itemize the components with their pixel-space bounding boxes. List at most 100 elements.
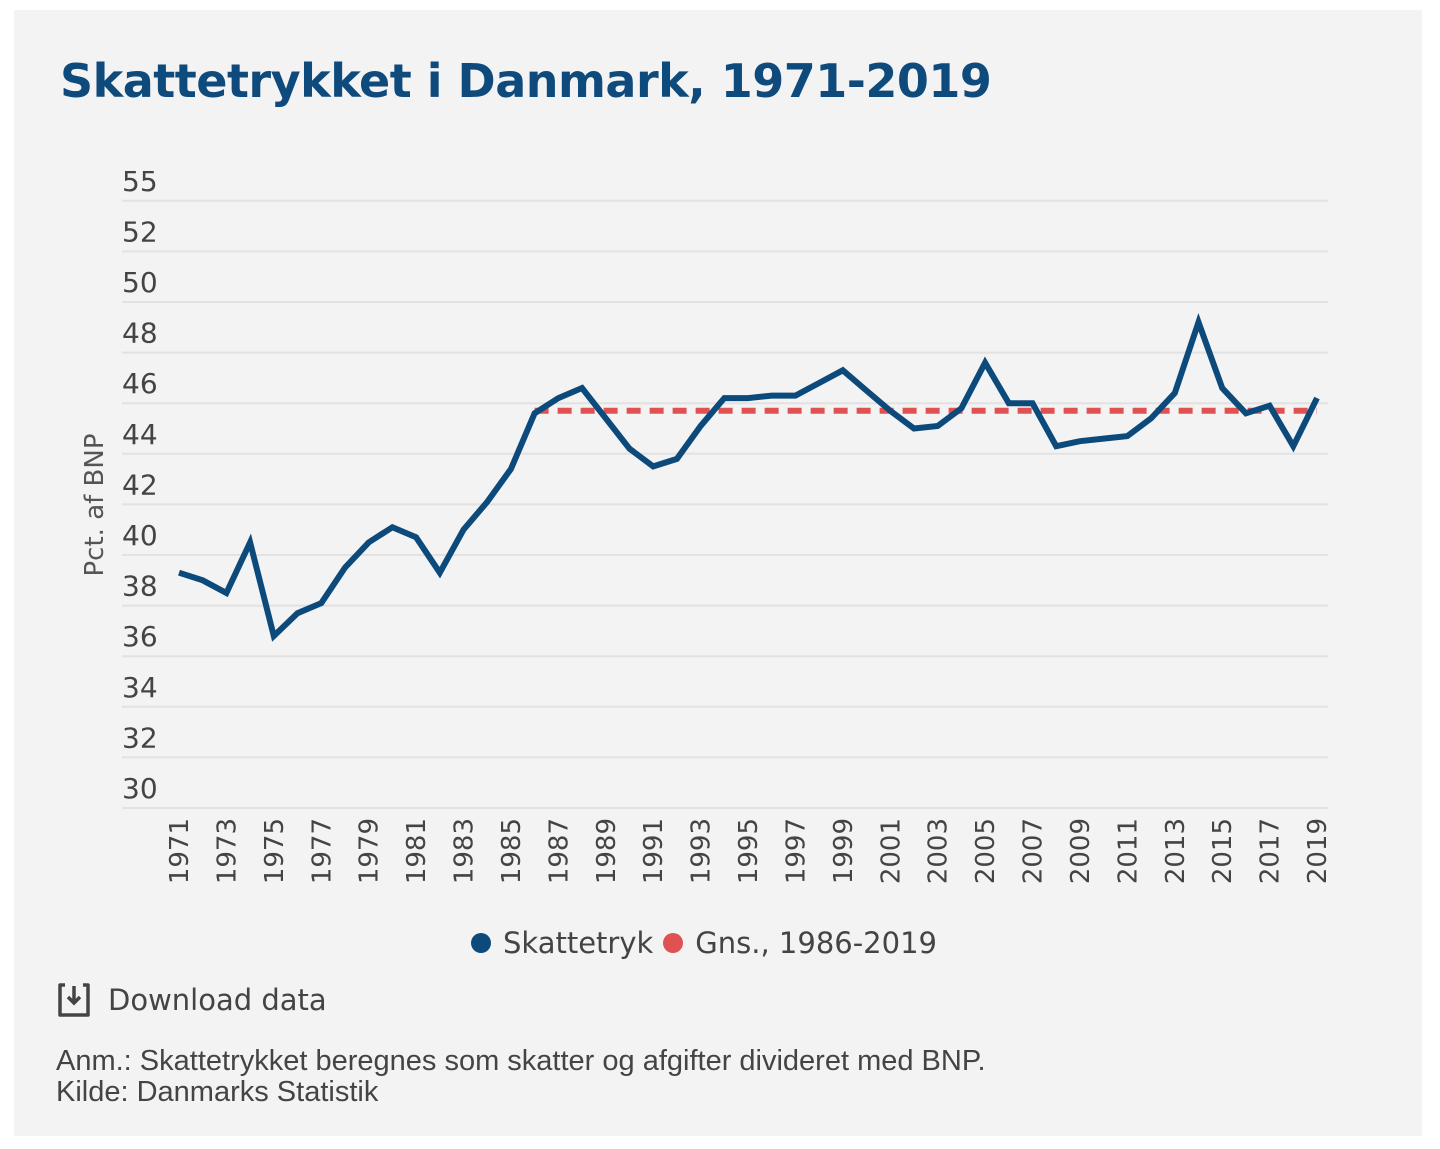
data-point[interactable] [1240, 407, 1252, 419]
legend-dot-average-icon [663, 933, 684, 953]
legend-label: Skattetryk [503, 926, 654, 960]
y-tick-label: 38 [122, 570, 158, 603]
data-point[interactable] [552, 392, 564, 404]
y-tick-label: 50 [122, 266, 158, 299]
data-point[interactable] [1216, 382, 1228, 394]
x-tick-label: 2005 [971, 818, 1001, 884]
data-point[interactable] [623, 443, 635, 455]
y-tick-label: 52 [122, 215, 158, 248]
data-point[interactable] [576, 382, 588, 394]
series-layer [173, 313, 1323, 642]
x-tick-label: 1987 [544, 818, 574, 884]
data-point[interactable] [268, 630, 280, 642]
x-tick-label: 1989 [592, 818, 622, 884]
y-tick-label: 46 [122, 367, 158, 400]
y-tick-label: 48 [122, 317, 158, 350]
data-point[interactable] [529, 407, 541, 419]
x-tick-label: 1991 [639, 818, 669, 884]
x-tick-label: 1981 [402, 818, 432, 884]
y-tick-label: 55 [122, 165, 158, 198]
data-point[interactable] [908, 423, 920, 435]
x-tick-label: 1977 [307, 818, 337, 884]
footnote: Anm.: Skattetrykket beregnes som skatter… [56, 1046, 986, 1108]
y-tick-label: 32 [122, 721, 158, 754]
y-tick-labels: 30 32 34 36 38 40 42 44 46 48 50 52 55 [122, 165, 158, 805]
data-point[interactable] [861, 385, 873, 397]
x-tick-label: 2001 [876, 818, 906, 884]
x-tick-label: 1983 [450, 818, 480, 884]
x-tick-label: 2015 [1208, 818, 1238, 884]
data-point[interactable] [789, 390, 801, 402]
x-tick-label: 1993 [687, 818, 717, 884]
data-point[interactable] [1003, 397, 1015, 409]
data-point[interactable] [695, 420, 707, 432]
data-point[interactable] [244, 536, 256, 548]
data-point[interactable] [647, 460, 659, 472]
legend-item-average[interactable]: Gns., 1986-2019 [663, 926, 937, 960]
data-point[interactable] [458, 524, 470, 536]
data-point[interactable] [718, 392, 730, 404]
data-point[interactable] [837, 364, 849, 376]
data-point[interactable] [434, 567, 446, 579]
data-point[interactable] [932, 420, 944, 432]
x-tick-label: 1997 [781, 818, 811, 884]
chart-panel [14, 10, 1422, 1136]
legend: Skattetryk Gns., 1986-2019 [0, 926, 1408, 960]
data-point[interactable] [410, 531, 422, 543]
download-label: Download data [108, 983, 327, 1017]
data-point[interactable] [600, 412, 612, 424]
data-point[interactable] [1074, 435, 1086, 447]
data-point[interactable] [1145, 412, 1157, 424]
data-point[interactable] [1121, 430, 1133, 442]
y-tick-label: 36 [122, 620, 158, 653]
data-point[interactable] [1287, 440, 1299, 452]
data-point[interactable] [386, 521, 398, 533]
footnote-note: Anm.: Skattetrykket beregnes som skatter… [56, 1045, 986, 1077]
data-point[interactable] [197, 574, 209, 586]
gridlines [122, 199, 1328, 809]
data-point[interactable] [1098, 433, 1110, 445]
data-point[interactable] [339, 562, 351, 574]
data-point[interactable] [1264, 400, 1276, 412]
x-tick-label: 1985 [497, 818, 527, 884]
x-tick-labels: 1971 1973 1975 1977 1979 1981 1983 1985 1987 1989… [165, 818, 1333, 884]
x-tick-label: 1975 [260, 818, 290, 884]
y-axis-label: Pct. af BNP [80, 433, 110, 576]
x-tick-label: 2019 [1303, 818, 1333, 884]
data-point[interactable] [955, 402, 967, 414]
data-point[interactable] [505, 463, 517, 475]
data-point[interactable] [315, 597, 327, 609]
data-point[interactable] [220, 587, 232, 599]
legend-item-skattetryk[interactable]: Skattetryk [471, 926, 653, 960]
x-tick-label: 1971 [165, 818, 195, 884]
data-point[interactable] [481, 496, 493, 508]
data-point[interactable] [766, 390, 778, 402]
y-tick-label: 34 [122, 671, 158, 704]
x-tick-label: 2017 [1256, 818, 1286, 884]
data-point[interactable] [173, 567, 185, 579]
data-point[interactable] [1169, 387, 1181, 399]
data-point[interactable] [742, 392, 754, 404]
legend-dot-skattetryk-icon [471, 933, 491, 953]
data-point[interactable] [1311, 392, 1323, 404]
x-tick-label: 1995 [734, 818, 764, 884]
footnote-source: Kilde: Danmarks Statistik [56, 1076, 379, 1108]
chart-title: Skattetrykket i Danmark, 1971-2019 [60, 54, 992, 108]
skattetryk-line [178, 313, 1320, 642]
data-point[interactable] [884, 405, 896, 417]
data-point[interactable] [1027, 397, 1039, 409]
x-tick-label: 2003 [924, 818, 954, 884]
data-point[interactable] [979, 357, 991, 369]
x-tick-label: 1979 [355, 818, 385, 884]
data-point[interactable] [363, 536, 375, 548]
data-point[interactable] [813, 377, 825, 389]
y-tick-label: 44 [122, 418, 158, 451]
download-data-button[interactable]: Download data [54, 980, 327, 1020]
data-point[interactable] [292, 607, 304, 619]
x-tick-label: 2013 [1161, 818, 1191, 884]
data-point[interactable] [1192, 316, 1204, 328]
data-point[interactable] [1050, 440, 1062, 452]
data-point[interactable] [671, 453, 683, 465]
y-tick-label: 40 [122, 519, 158, 552]
x-tick-label: 2007 [1019, 818, 1049, 884]
